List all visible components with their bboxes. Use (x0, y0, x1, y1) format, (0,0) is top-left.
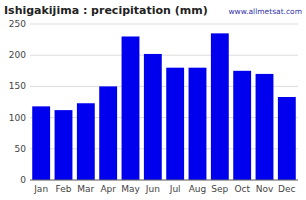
grid-line (30, 180, 298, 181)
x-tick-label: Jul (169, 184, 181, 194)
y-tick-label: 250 (9, 19, 26, 29)
x-tick-label: Jan (33, 184, 48, 194)
x-tick-label: Mar (77, 184, 94, 194)
bar (55, 110, 73, 180)
bar (166, 68, 184, 180)
bar (99, 86, 117, 180)
chart-svg: 0 50 100 150 200 250 Jan Feb Mar Apr May Jun Jul Aug S… (0, 0, 306, 200)
x-tick-label: Aug (189, 184, 207, 194)
bar (122, 36, 140, 180)
x-tick-label: Jun (145, 184, 160, 194)
x-tick-label: Apr (100, 184, 116, 194)
grid-line (30, 24, 298, 25)
annotation: www.allmetsat.com (228, 7, 302, 16)
bar (233, 71, 251, 180)
bar (256, 74, 274, 180)
bar (189, 68, 207, 180)
title: Ishigakijima : precipitation (mm) (4, 4, 208, 17)
y-tick-label: 150 (9, 81, 26, 91)
x-tick-label: Sep (211, 184, 228, 194)
x-axis-line (30, 180, 298, 181)
x-tick-label: Feb (56, 184, 72, 194)
x-axis: Jan Feb Mar Apr May Jun Jul Aug Sep Oct Nov Dec (30, 180, 298, 194)
x-tick-label: Oct (234, 184, 250, 194)
bar (211, 33, 229, 180)
x-tick-label: May (121, 184, 140, 194)
x-tick-label: Dec (278, 184, 295, 194)
bar (32, 106, 50, 180)
y-tick-label: 50 (15, 144, 27, 154)
bar (77, 103, 95, 180)
bar (144, 54, 162, 180)
chart-container: 0 50 100 150 200 250 Jan Feb Mar Apr May Jun Jul Aug S… (0, 0, 306, 200)
y-tick-label: 100 (9, 113, 26, 123)
y-tick-label: 0 (20, 175, 26, 185)
bars (32, 33, 296, 180)
grid (30, 24, 298, 180)
y-tick-label: 200 (9, 50, 26, 60)
y-axis: 0 50 100 150 200 250 (9, 19, 26, 185)
grid-line (30, 55, 298, 56)
bar (278, 97, 296, 180)
x-tick-label: Nov (256, 184, 274, 194)
